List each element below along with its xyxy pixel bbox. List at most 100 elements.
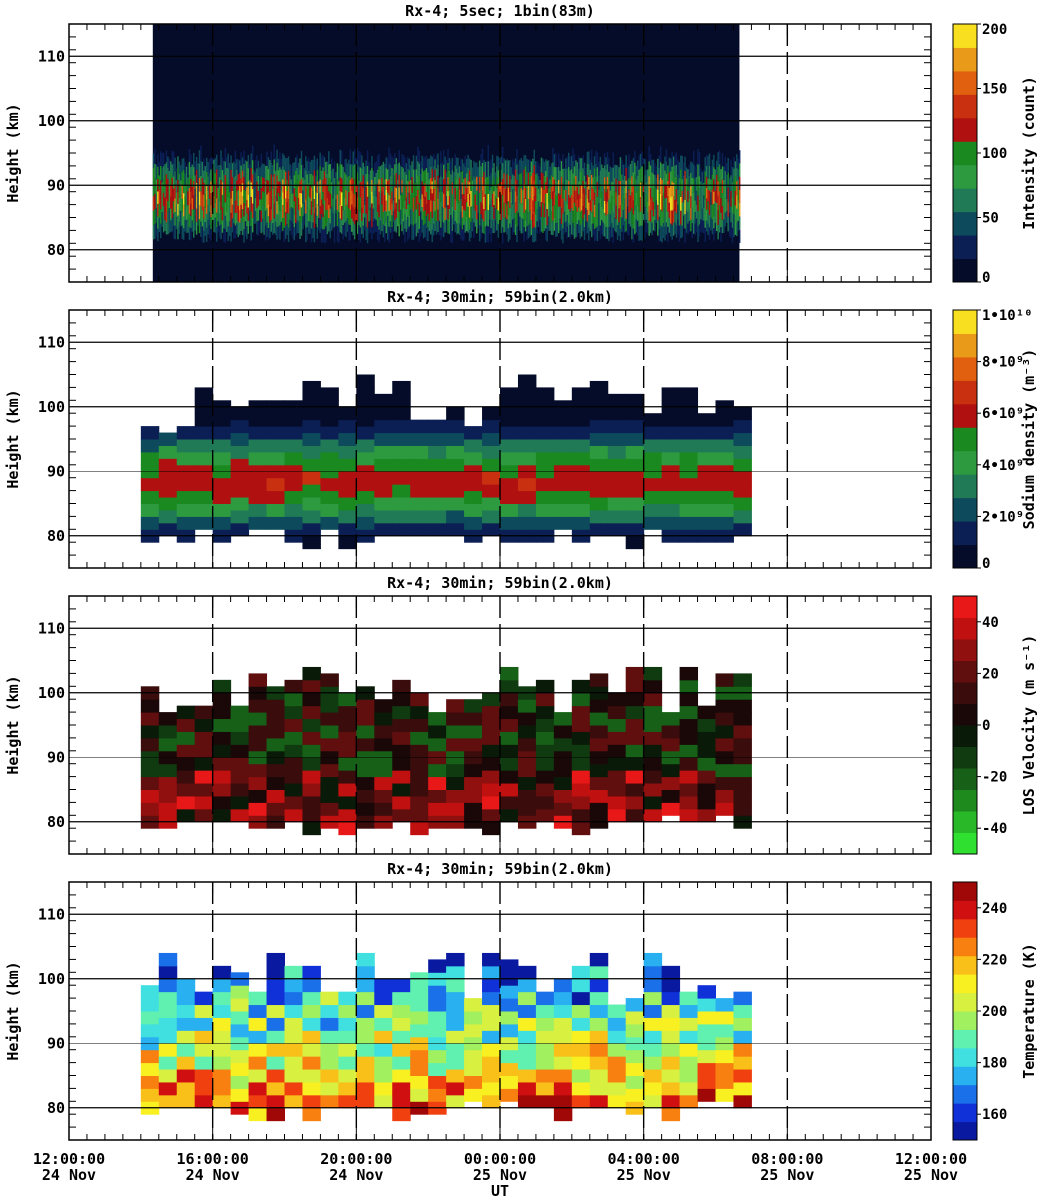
heatmap-cell (483, 209, 485, 222)
heatmap-cell (661, 164, 663, 180)
heatmap-cell (405, 186, 408, 198)
heatmap-cell (566, 203, 569, 215)
heatmap-cell (352, 165, 354, 180)
heatmap-cell (733, 214, 735, 226)
heatmap-cell (682, 162, 685, 176)
heatmap-cell (553, 490, 573, 504)
heatmap-cell (231, 204, 234, 219)
heatmap-cell (549, 192, 551, 206)
heatmap-cell (392, 991, 411, 1006)
heatmap-cell (474, 178, 477, 195)
heatmap-cell (625, 445, 645, 459)
heatmap-cell (443, 150, 445, 165)
heatmap-cell (710, 217, 712, 231)
heatmap-cell (563, 168, 566, 180)
heatmap-cell (625, 206, 627, 219)
heatmap-cell (422, 198, 425, 212)
heatmap-cell (527, 225, 530, 239)
colorbar-label: Sodium density (m⁻³) (1020, 349, 1038, 530)
heatmap-cell (424, 223, 426, 238)
heatmap-cell (626, 206, 629, 221)
heatmap-cell (517, 1030, 537, 1044)
heatmap-cell (374, 712, 393, 726)
heatmap-cell (428, 168, 431, 180)
heatmap-cell (328, 204, 330, 219)
heatmap-cell (607, 1056, 627, 1070)
heatmap-cell (503, 202, 505, 218)
heatmap-cell (698, 212, 701, 225)
heatmap-cell (535, 477, 555, 492)
heatmap-cell (641, 210, 643, 226)
heatmap-cell (428, 985, 447, 999)
heatmap-cell (468, 229, 471, 242)
heatmap-cell (517, 161, 520, 175)
heatmap-cell (276, 175, 278, 189)
heatmap-cell (407, 204, 409, 217)
heatmap-cell (450, 174, 452, 188)
heatmap-cell (270, 208, 273, 221)
heatmap-cell (497, 224, 500, 238)
heatmap-cell (585, 168, 587, 182)
heatmap-cell (517, 1056, 537, 1070)
heatmap-cell (348, 224, 350, 241)
heatmap-cell (468, 158, 471, 171)
heatmap-cell (731, 227, 734, 243)
heatmap-cell (571, 692, 591, 707)
heatmap-cell (155, 179, 158, 194)
heatmap-cell (306, 200, 308, 214)
heatmap-cell (310, 228, 313, 243)
heatmap-cell (405, 220, 408, 232)
heatmap-cell (332, 213, 334, 229)
heatmap-cell (672, 156, 675, 170)
heatmap-cell (668, 187, 671, 203)
heatmap-cell (622, 179, 625, 195)
heatmap-cell (448, 158, 451, 171)
heatmap-cell (560, 208, 563, 224)
heatmap-cell (247, 207, 250, 221)
heatmap-cell (715, 202, 718, 217)
heatmap-cell (181, 212, 183, 226)
heatmap-cell (185, 166, 188, 181)
heatmap-cell (446, 1056, 465, 1070)
heatmap-cell (595, 163, 597, 177)
heatmap-cell (338, 1043, 357, 1057)
heatmap-cell (556, 181, 558, 195)
heatmap-cell (573, 226, 576, 239)
heatmap-cell (218, 189, 221, 202)
heatmap-cell (607, 484, 627, 498)
heatmap-cell (404, 214, 406, 229)
heatmap-cell (341, 219, 343, 234)
heatmap-cell (549, 205, 551, 218)
heatmap-cell (174, 184, 176, 199)
heatmap-cell (224, 229, 227, 243)
heatmap-cell (589, 458, 609, 472)
heatmap-cell (422, 184, 425, 199)
heatmap-cell (625, 432, 645, 446)
heatmap-cell (353, 149, 356, 165)
heatmap-cell (511, 174, 514, 190)
heatmap-cell (553, 503, 573, 517)
heatmap-cell (685, 167, 688, 179)
heatmap-cell (410, 522, 429, 537)
heatmap-cell (338, 770, 357, 784)
heatmap-cell (625, 1088, 645, 1102)
heatmap-cell (154, 208, 156, 224)
heatmap-cell (517, 802, 537, 816)
heatmap-cell (140, 789, 160, 803)
heatmap-cell (213, 207, 215, 221)
heatmap-cell (596, 226, 599, 242)
colorbar-swatch (953, 497, 977, 522)
heatmap-cell (467, 180, 469, 194)
heatmap-cell (632, 228, 635, 243)
heatmap-cell (724, 170, 727, 185)
heatmap-cell (632, 172, 635, 187)
heatmap-cell (500, 156, 502, 170)
heatmap-cell (629, 210, 632, 227)
heatmap-cell (707, 178, 709, 190)
heatmap-cell (328, 177, 330, 192)
heatmap-cell (464, 699, 483, 713)
plot-frame (68, 881, 932, 1141)
heatmap-cell (356, 209, 359, 222)
heatmap-cell (333, 161, 336, 178)
heatmap-cell (168, 158, 171, 172)
